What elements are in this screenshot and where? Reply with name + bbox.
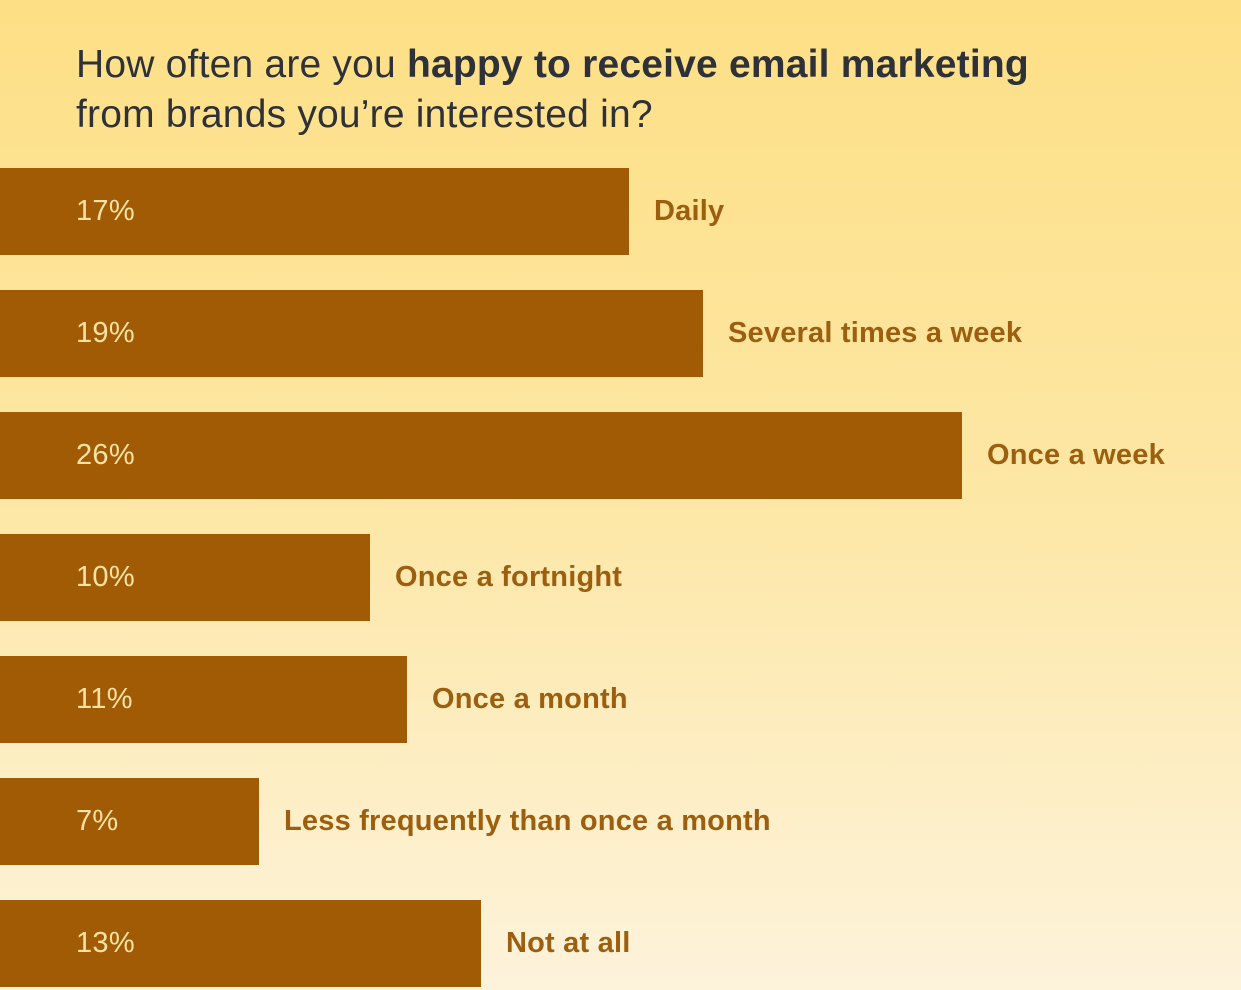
bar-value-label: 11% [76,683,133,715]
bar-category-label: Once a month [432,683,628,715]
bar-chart: 17% Daily 19% Several times a week 26% O… [0,168,1241,987]
bar-row-daily: 17% Daily [0,168,1241,255]
bar-category-label: Less frequently than once a month [284,805,771,837]
bar-several-times-a-week: 19% [0,290,703,377]
bar-category-label: Once a week [987,439,1165,471]
bar-value-label: 7% [76,805,119,837]
bar-daily: 17% [0,168,629,255]
bar-value-label: 10% [76,561,135,593]
bar-row-once-a-month: 11% Once a month [0,656,1241,743]
bar-value-label: 17% [76,195,135,227]
title-part-1: How often are you [76,43,407,87]
bar-row-once-a-week: 26% Once a week [0,412,1241,499]
bar-once-a-week: 26% [0,412,962,499]
bar-category-label: Once a fortnight [395,561,623,593]
bar-once-a-month: 11% [0,656,407,743]
bar-once-a-fortnight: 10% [0,534,370,621]
chart-title: How often are you happy to receive email… [76,40,1076,140]
bar-value-label: 26% [76,439,135,471]
bar-value-label: 13% [76,927,135,959]
title-part-3: from brands you’re interested in? [76,93,653,137]
title-part-bold: happy to receive email marketing [406,43,1029,87]
bar-category-label: Not at all [506,927,631,959]
bar-row-not-at-all: 13% Not at all [0,900,1241,987]
bar-less-frequently: 7% [0,778,259,865]
bar-row-less-frequently: 7% Less frequently than once a month [0,778,1241,865]
bar-row-once-a-fortnight: 10% Once a fortnight [0,534,1241,621]
bar-category-label: Several times a week [728,317,1023,349]
bar-row-several-times-a-week: 19% Several times a week [0,290,1241,377]
bar-not-at-all: 13% [0,900,481,987]
bar-value-label: 19% [76,317,135,349]
bar-category-label: Daily [654,195,725,227]
